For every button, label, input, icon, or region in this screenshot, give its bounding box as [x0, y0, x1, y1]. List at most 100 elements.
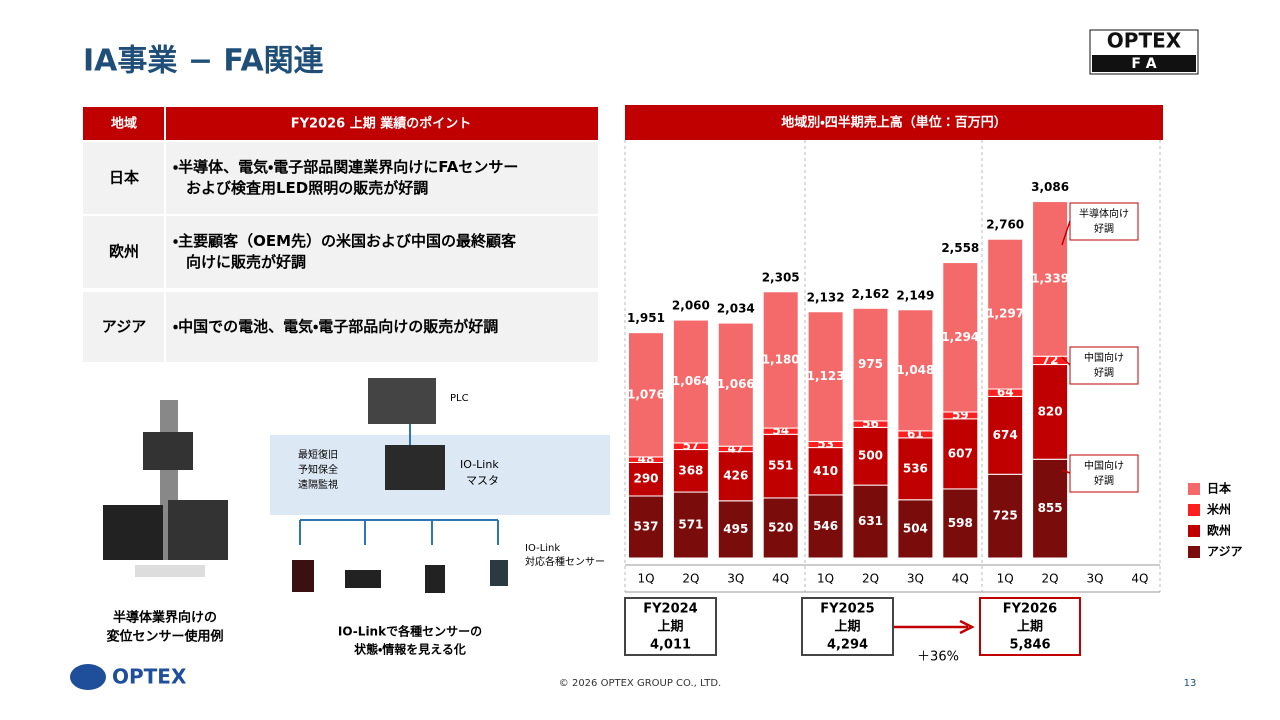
bar-segment — [987, 473, 1024, 559]
period-box — [979, 597, 1081, 656]
annotation: 中国向け — [1084, 351, 1124, 364]
x-tick-label: 2Q — [682, 572, 699, 586]
bar-segment — [628, 495, 664, 559]
caption: 状態・情報を見える化 — [354, 642, 466, 657]
data-label: 546 — [813, 519, 838, 533]
data-label: 725 — [993, 509, 1018, 523]
bar-segment — [897, 309, 934, 432]
data-label: 495 — [723, 522, 748, 536]
region: アジア — [102, 318, 146, 336]
period-label: FY2025 — [820, 602, 874, 617]
legend-swatch — [1188, 546, 1200, 558]
table-cell — [83, 216, 164, 288]
caption: 半導体業界向けの — [113, 610, 217, 626]
chart-header — [625, 105, 1163, 140]
bar-segment — [897, 499, 934, 559]
region: 日本 — [109, 169, 140, 187]
data-label: 1,180 — [762, 352, 800, 366]
table-cell — [83, 142, 164, 214]
logo-band — [1092, 55, 1196, 72]
period-total: 4,294 — [827, 638, 868, 653]
bar-segment — [942, 262, 979, 413]
table-head: 地域 — [111, 116, 137, 132]
data-label: 855 — [1038, 501, 1063, 515]
bar-segment — [628, 461, 664, 497]
period-box — [624, 597, 717, 656]
x-tick-label: 3Q — [907, 572, 924, 586]
data-label: 426 — [723, 469, 748, 483]
total-label: 2,760 — [986, 218, 1024, 232]
x-tick-label: 3Q — [1086, 572, 1103, 586]
label: IO-Link — [525, 543, 560, 554]
legend-swatch — [1188, 504, 1200, 516]
bar-segment — [1032, 364, 1069, 460]
bar-segment — [1032, 458, 1069, 559]
benefit: 遠隔監視 — [298, 478, 338, 491]
data-label: 631 — [858, 514, 883, 528]
x-tick-label: 1Q — [817, 572, 834, 586]
point: ・主要顧客（OEM先）の米国および中国の最終顧客 — [173, 232, 517, 250]
total-label: 2,305 — [762, 270, 800, 284]
chart-title: 地域別・四半期売上高（単位：百万円） — [781, 115, 1006, 131]
legend-label: アジア — [1207, 545, 1243, 559]
table-cell — [166, 216, 598, 288]
caption: 変位センサー使用例 — [106, 629, 223, 645]
period-total: 4,011 — [650, 638, 691, 653]
bar-segment — [807, 494, 844, 559]
data-label: 504 — [903, 521, 928, 535]
annotation-box — [1069, 202, 1139, 241]
bar-segment — [762, 497, 799, 559]
caption: IO-Linkで各種センサーの — [338, 624, 482, 639]
annotation-box — [1069, 346, 1139, 385]
x-tick-label: 4Q — [1131, 572, 1148, 586]
data-label: 571 — [678, 518, 703, 532]
footer-logo-mark — [70, 664, 106, 690]
data-label: 551 — [768, 459, 793, 473]
data-label: 500 — [858, 449, 883, 463]
data-label: 536 — [903, 461, 928, 475]
annotation-arrow — [1061, 220, 1071, 246]
bar-segment — [942, 418, 979, 490]
bar-segment — [672, 491, 709, 559]
data-label: 607 — [948, 446, 973, 460]
bar-segment — [807, 311, 844, 442]
data-label: 537 — [633, 519, 658, 533]
benefit: 予知保全 — [298, 463, 338, 476]
bar-segment — [807, 447, 844, 496]
bar-segment — [897, 437, 934, 501]
growth-label: ＋36% — [917, 650, 959, 665]
bar-segment — [987, 238, 1024, 390]
bar-segment — [717, 451, 754, 502]
annotation: 半導体向け — [1079, 207, 1129, 220]
bar-segment — [628, 332, 664, 458]
benefit: 最短復旧 — [298, 448, 338, 461]
data-label: 1,339 — [1031, 271, 1069, 285]
point: ・中国での電池、電気・電子部品向けの販売が好調 — [173, 318, 498, 336]
iolink-diagram — [270, 378, 610, 593]
sensor-illustration — [103, 400, 228, 577]
period-label: 上期 — [1017, 620, 1043, 635]
point: ・半導体、電気・電子部品関連業界向けにFAセンサー — [173, 158, 518, 176]
x-tick-label: 3Q — [727, 572, 744, 586]
annotation: 好調 — [1094, 366, 1114, 379]
x-tick-label: 1Q — [997, 572, 1014, 586]
point: および検査用LED照明の販売が好調 — [186, 179, 428, 197]
period-total: 5,846 — [1009, 638, 1050, 653]
annotation: 中国向け — [1084, 459, 1124, 472]
data-label: 1,297 — [986, 307, 1024, 321]
table-header — [83, 107, 598, 140]
logo-top: OPTEX — [1107, 29, 1182, 53]
x-tick-label: 1Q — [637, 572, 654, 586]
period-label: 上期 — [657, 620, 683, 635]
total-label: 2,132 — [807, 290, 845, 304]
point: 向けに販売が好調 — [186, 253, 306, 271]
annotation: 好調 — [1094, 222, 1114, 235]
total-label: 2,558 — [941, 241, 979, 255]
data-label: 820 — [1038, 404, 1063, 418]
table-head: FY2026 上期 業績のポイント — [291, 116, 472, 132]
total-label: 2,060 — [672, 299, 710, 313]
data-label: 1,066 — [717, 377, 755, 391]
total-label: 1,951 — [627, 311, 665, 325]
